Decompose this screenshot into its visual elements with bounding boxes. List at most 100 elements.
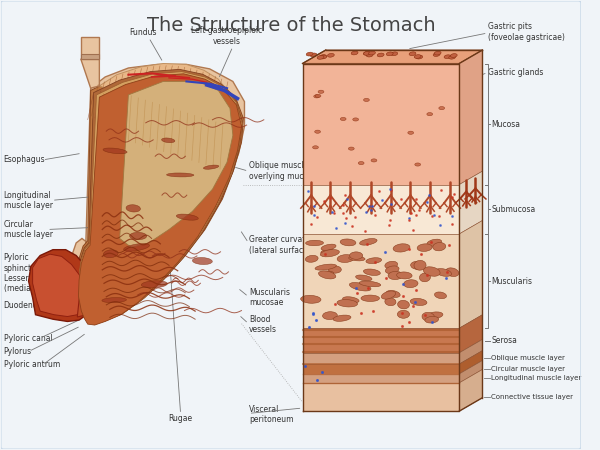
Polygon shape — [81, 36, 100, 59]
Text: Longitudinal muscle layer: Longitudinal muscle layer — [491, 375, 581, 382]
Ellipse shape — [320, 55, 327, 59]
Ellipse shape — [366, 53, 373, 57]
Ellipse shape — [126, 205, 140, 212]
Text: Circular muscle layer: Circular muscle layer — [491, 366, 565, 372]
Ellipse shape — [321, 244, 336, 250]
Ellipse shape — [414, 54, 421, 58]
Text: Pyloric antrum: Pyloric antrum — [4, 360, 60, 369]
Ellipse shape — [451, 54, 457, 57]
Ellipse shape — [124, 243, 149, 251]
Polygon shape — [459, 220, 482, 328]
Polygon shape — [459, 315, 482, 353]
Ellipse shape — [414, 261, 426, 270]
Ellipse shape — [313, 146, 319, 149]
Ellipse shape — [301, 295, 321, 303]
Ellipse shape — [328, 266, 341, 273]
Text: Pyloric canal: Pyloric canal — [4, 333, 52, 342]
Ellipse shape — [444, 55, 451, 58]
Ellipse shape — [328, 54, 334, 57]
Ellipse shape — [398, 300, 409, 309]
Polygon shape — [459, 339, 482, 364]
Ellipse shape — [319, 271, 336, 279]
Ellipse shape — [102, 297, 127, 303]
Text: Greater curvature
(lateral surface): Greater curvature (lateral surface) — [249, 235, 318, 255]
Ellipse shape — [359, 281, 381, 287]
Ellipse shape — [130, 232, 147, 240]
Ellipse shape — [350, 252, 363, 259]
Polygon shape — [459, 369, 482, 411]
Polygon shape — [302, 328, 459, 353]
Ellipse shape — [349, 147, 354, 150]
Polygon shape — [77, 256, 98, 317]
Polygon shape — [81, 54, 100, 59]
Text: Pyloric
sphincter: Pyloric sphincter — [4, 253, 40, 273]
Text: Blood
vessels: Blood vessels — [249, 315, 277, 334]
Ellipse shape — [439, 107, 445, 110]
Text: Pylorus: Pylorus — [4, 347, 32, 356]
Ellipse shape — [397, 272, 412, 279]
Polygon shape — [459, 50, 482, 184]
Text: Gastric pits
(foveolae gastricae): Gastric pits (foveolae gastricae) — [488, 22, 565, 42]
Ellipse shape — [320, 250, 340, 257]
Polygon shape — [100, 63, 236, 126]
Ellipse shape — [419, 273, 430, 282]
Ellipse shape — [385, 261, 398, 269]
Text: Fundus: Fundus — [129, 27, 157, 36]
Ellipse shape — [404, 280, 418, 288]
Ellipse shape — [446, 268, 459, 276]
Ellipse shape — [310, 53, 317, 57]
Text: Duodenum: Duodenum — [4, 301, 46, 310]
Ellipse shape — [416, 55, 423, 59]
Polygon shape — [77, 67, 244, 322]
Ellipse shape — [371, 159, 377, 162]
Ellipse shape — [434, 292, 446, 299]
Ellipse shape — [358, 162, 364, 165]
Ellipse shape — [340, 239, 356, 246]
Ellipse shape — [349, 283, 371, 291]
Ellipse shape — [385, 298, 396, 306]
Ellipse shape — [349, 256, 365, 261]
Ellipse shape — [361, 295, 379, 302]
Ellipse shape — [417, 244, 432, 252]
Ellipse shape — [167, 173, 194, 177]
Text: Oblique muscle layer
overlying mucosa: Oblique muscle layer overlying mucosa — [249, 162, 330, 181]
Ellipse shape — [203, 165, 219, 169]
Ellipse shape — [364, 51, 370, 55]
Polygon shape — [302, 374, 459, 383]
Polygon shape — [302, 383, 459, 411]
Ellipse shape — [142, 281, 167, 288]
Polygon shape — [29, 250, 92, 321]
Ellipse shape — [377, 53, 384, 57]
Ellipse shape — [359, 238, 377, 245]
Ellipse shape — [366, 258, 382, 264]
Polygon shape — [459, 351, 482, 374]
Ellipse shape — [427, 239, 442, 246]
Ellipse shape — [351, 51, 358, 55]
Ellipse shape — [340, 117, 346, 121]
Text: Connective tissue layer: Connective tissue layer — [491, 394, 573, 400]
Polygon shape — [79, 74, 242, 325]
Ellipse shape — [408, 131, 413, 134]
Polygon shape — [459, 360, 482, 383]
Text: Esophagus: Esophagus — [4, 155, 45, 164]
Text: Mucosa: Mucosa — [491, 120, 520, 129]
Text: Circular
muscle layer: Circular muscle layer — [4, 220, 53, 239]
Polygon shape — [459, 171, 482, 234]
Ellipse shape — [353, 118, 359, 121]
Ellipse shape — [103, 250, 118, 258]
Polygon shape — [302, 63, 459, 184]
Text: The Structure of the Stomach: The Structure of the Stomach — [146, 16, 435, 36]
Ellipse shape — [427, 312, 443, 319]
Ellipse shape — [317, 55, 324, 59]
Polygon shape — [302, 234, 459, 328]
Ellipse shape — [323, 312, 337, 320]
Ellipse shape — [388, 271, 403, 279]
Text: Rugae: Rugae — [169, 414, 193, 423]
Ellipse shape — [364, 99, 370, 102]
Ellipse shape — [427, 112, 433, 116]
Text: Lesser curvature
(medial surface): Lesser curvature (medial surface) — [4, 274, 68, 293]
Ellipse shape — [433, 53, 440, 56]
Ellipse shape — [391, 52, 398, 56]
Ellipse shape — [385, 266, 399, 274]
Ellipse shape — [337, 255, 354, 262]
